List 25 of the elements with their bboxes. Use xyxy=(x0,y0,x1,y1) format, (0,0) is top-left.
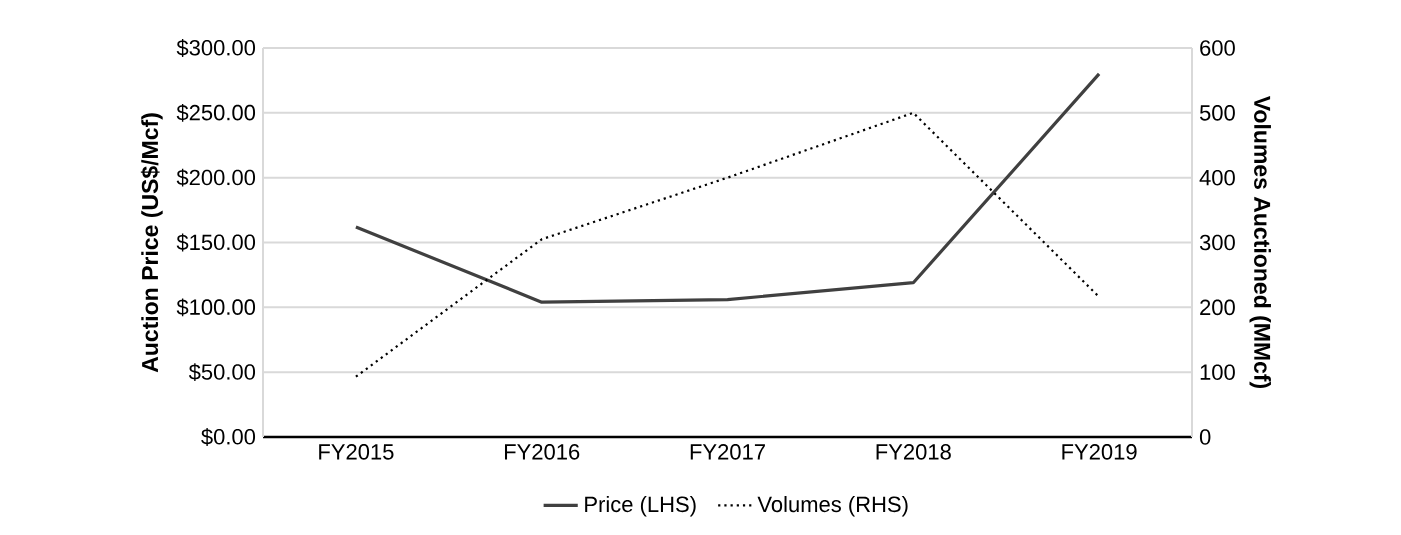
y2-tick-label: 500 xyxy=(1199,105,1235,121)
y2-tick-label: 200 xyxy=(1200,299,1235,316)
line-series xyxy=(354,72,1101,304)
y-tick-label: $150.00 xyxy=(176,233,256,252)
y2-tick-label: 300 xyxy=(1199,234,1235,251)
x-tick-label: FY2015 xyxy=(319,444,394,460)
legend-label: Price (LHS) xyxy=(585,495,696,517)
x-tick-label: FY2017 xyxy=(690,444,765,460)
y2-axis-title: Volumes Auctioned (MMcf) xyxy=(1249,95,1271,389)
y-axis-title: Auction Price (US$/Mcf) xyxy=(140,113,163,373)
y-tick-label: $100.00 xyxy=(176,298,256,317)
legend-label: Volumes (RHS) xyxy=(757,495,908,517)
y-tick-label: $300.00 xyxy=(176,39,256,57)
x-tick-label: FY2018 xyxy=(876,444,951,460)
y-tick-label: $200.00 xyxy=(176,168,256,187)
y-tick-label: $50.00 xyxy=(188,363,256,382)
x-tick-label: FY2016 xyxy=(505,444,580,460)
y2-tick-label: 600 xyxy=(1200,40,1235,56)
y2-tick-label: 400 xyxy=(1199,169,1235,186)
y-tick-label: $250.00 xyxy=(176,103,256,122)
x-tick-label: FY2019 xyxy=(1062,444,1137,460)
line-series xyxy=(354,111,1101,378)
y2-tick-label: 100 xyxy=(1200,364,1235,380)
y2-tick-label: 0 xyxy=(1199,429,1211,445)
y-tick-label: $0.00 xyxy=(201,428,256,446)
